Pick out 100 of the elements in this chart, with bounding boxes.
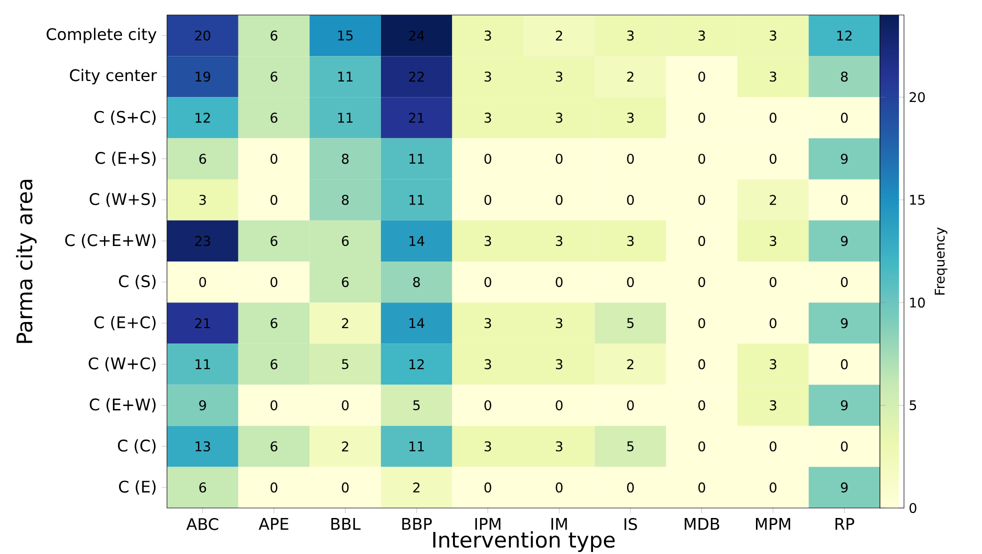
data-label: 0 <box>840 276 848 288</box>
data-label: 0 <box>484 276 492 288</box>
y-tick-label: Complete city <box>46 28 156 44</box>
data-label: 6 <box>199 154 206 164</box>
data-label: 8 <box>342 194 349 205</box>
data-label: 0 <box>698 194 706 205</box>
data-label: 0 <box>270 482 278 493</box>
data-label: 0 <box>770 112 776 123</box>
data-label: 0 <box>627 276 634 288</box>
data-label: 0 <box>698 72 706 82</box>
data-label: 3 <box>698 30 705 41</box>
data-label: 3 <box>484 72 492 82</box>
data-label: 0 <box>627 482 634 493</box>
x-tick-label: MPM <box>756 518 790 530</box>
x-tick-label: IS <box>624 518 637 530</box>
data-label: 2 <box>342 318 348 328</box>
data-label: 19 <box>196 72 210 82</box>
data-label: 3 <box>484 236 492 246</box>
data-label: 0 <box>840 441 848 452</box>
data-label: 6 <box>199 482 206 493</box>
data-label: 6 <box>270 359 278 370</box>
data-label: 0 <box>698 276 706 288</box>
data-label: 3 <box>484 441 492 452</box>
data-label: 12 <box>837 30 852 40</box>
data-label: 21 <box>409 112 424 123</box>
data-label: 2 <box>627 359 634 370</box>
data-label: 3 <box>199 194 206 205</box>
x-axis-title: Intervention type <box>433 531 615 552</box>
data-label: 3 <box>484 112 492 123</box>
y-tick-label: C (W+S) <box>90 192 156 208</box>
data-label: 5 <box>413 400 420 410</box>
color-bar-label: 10 <box>910 298 925 308</box>
data-label: 2 <box>556 30 562 40</box>
data-label: 3 <box>627 30 634 41</box>
data-label: 3 <box>770 236 776 246</box>
data-label: 3 <box>770 72 776 82</box>
data-label: 12 <box>196 112 210 123</box>
data-label: 6 <box>270 30 278 41</box>
data-label: 11 <box>410 154 424 164</box>
y-tick-label: City center <box>70 68 157 84</box>
data-label: 23 <box>195 236 210 246</box>
data-label: 14 <box>410 318 424 328</box>
data-label: 0 <box>556 482 563 493</box>
data-label: 3 <box>556 72 562 82</box>
data-label: 20 <box>195 30 210 41</box>
data-label: 5 <box>342 359 348 370</box>
data-label: 11 <box>338 112 353 123</box>
color-bar-label: 5 <box>910 400 916 410</box>
x-tick-label: ABC <box>186 518 218 530</box>
data-label: 0 <box>698 441 706 452</box>
data-label: 0 <box>698 400 706 410</box>
color-bar-label: 15 <box>910 194 925 205</box>
y-tick-label: C (S) <box>118 274 156 290</box>
data-label: 9 <box>199 400 206 410</box>
data-label: 0 <box>270 276 278 288</box>
color-bar-label: 0 <box>910 502 916 514</box>
data-label: 3 <box>556 359 562 370</box>
data-label: 0 <box>770 482 776 493</box>
data-label: 0 <box>270 194 278 205</box>
data-label: 0 <box>556 194 563 205</box>
data-label: 2 <box>770 194 776 205</box>
data-label: 0 <box>698 154 706 164</box>
data-label: 5 <box>627 318 634 328</box>
data-label: 0 <box>556 154 563 164</box>
data-label: 14 <box>410 236 424 246</box>
data-label: 3 <box>556 318 562 328</box>
data-label: 6 <box>342 276 349 288</box>
data-label: 8 <box>841 72 848 82</box>
data-label: 0 <box>627 194 634 205</box>
data-label: 9 <box>840 400 848 410</box>
x-tick-label: APE <box>258 518 288 530</box>
data-label: 6 <box>270 72 278 82</box>
data-label: 5 <box>627 441 634 452</box>
data-label: 0 <box>770 276 776 288</box>
data-label: 9 <box>840 236 848 246</box>
data-label: 0 <box>342 400 349 410</box>
data-label: 0 <box>698 482 706 493</box>
data-label: 0 <box>840 359 848 370</box>
data-label: 0 <box>698 236 706 246</box>
data-label: 6 <box>342 236 349 246</box>
data-label: 3 <box>770 400 776 410</box>
data-label: 0 <box>484 400 492 410</box>
data-label: 0 <box>556 276 563 288</box>
data-label: 0 <box>698 112 706 123</box>
data-label: 12 <box>410 359 424 370</box>
data-label: 0 <box>840 112 848 123</box>
data-label: 0 <box>270 400 278 410</box>
data-label: 0 <box>484 194 492 205</box>
data-label: 9 <box>840 318 848 328</box>
data-label: 0 <box>770 318 776 328</box>
data-label: 0 <box>698 318 706 328</box>
data-label: 2 <box>413 482 420 492</box>
data-label: 24 <box>409 30 424 40</box>
data-label: 0 <box>270 154 278 164</box>
data-label: 9 <box>840 154 848 164</box>
data-label: 3 <box>556 441 562 452</box>
data-label: 6 <box>270 318 278 328</box>
data-label: 0 <box>770 441 776 452</box>
data-label: 0 <box>770 154 776 164</box>
y-tick-label: C (W+C) <box>88 357 156 372</box>
